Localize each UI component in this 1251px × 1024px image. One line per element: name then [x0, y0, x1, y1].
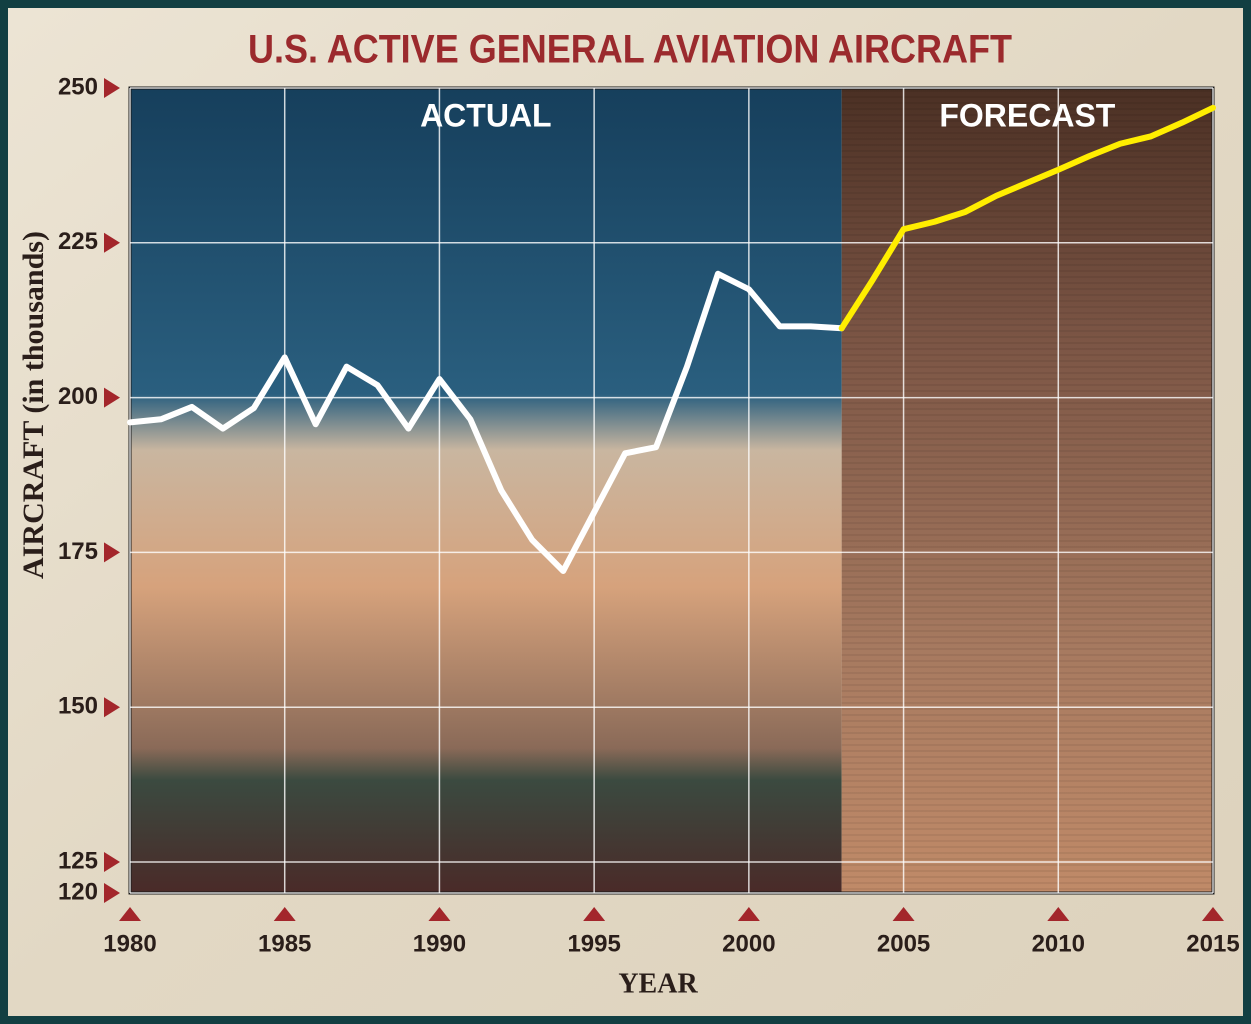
- y-tick-label: 200: [58, 383, 98, 410]
- x-axis-label: YEAR: [618, 968, 698, 999]
- series-label: ACTUAL: [420, 97, 552, 133]
- x-tick-label: 2010: [1032, 930, 1085, 957]
- y-tick-label: 150: [58, 693, 98, 720]
- actual-region: [130, 88, 842, 893]
- x-tick-label: 1990: [413, 930, 466, 957]
- x-tick-label: 2015: [1186, 930, 1239, 957]
- chart: 120 125 150 175 200 225 250 1980 1985 1990 1995 200…: [0, 0, 1251, 1024]
- y-tick-label: 175: [58, 538, 98, 565]
- x-tick-label: 1980: [103, 930, 156, 957]
- y-tick-label: 120: [58, 878, 98, 905]
- series-label: FORECAST: [939, 97, 1115, 133]
- plot-background: [130, 88, 1213, 893]
- x-tick-label: 2005: [877, 930, 930, 957]
- x-tick-label: 1985: [258, 930, 311, 957]
- y-tick-label: 250: [58, 73, 98, 100]
- page: {"chart_data": { "type": "line", "title"…: [0, 0, 1251, 1024]
- chart-title: U.S. ACTIVE GENERAL AVIATION AIRCRAFT: [248, 28, 1012, 72]
- x-tick-label: 2000: [722, 930, 775, 957]
- y-tick-label: 125: [58, 847, 98, 874]
- x-tick-label: 1995: [567, 930, 620, 957]
- y-tick-label: 225: [58, 228, 98, 255]
- y-axis-label: AIRCRAFT (in thousands): [17, 231, 50, 579]
- forecast-region: [842, 88, 1213, 893]
